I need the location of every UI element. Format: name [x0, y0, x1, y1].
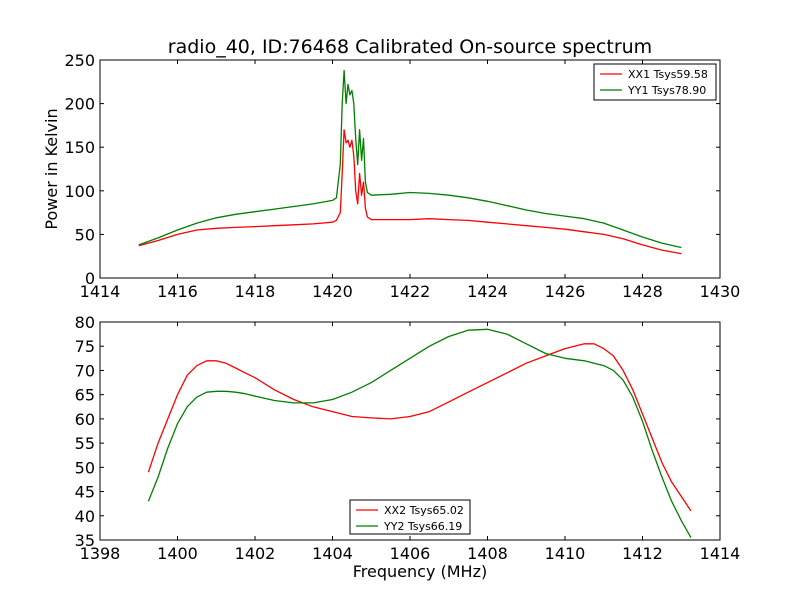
top-y-tick-label: 0 [85, 269, 95, 288]
bottom-x-tick-label: 1400 [157, 544, 198, 563]
top-y-axis-title: Power in Kelvin [42, 108, 61, 229]
top-legend-box [593, 63, 717, 101]
top-y-tick-label: 150 [64, 138, 95, 157]
figure-title: radio_40, ID:76468 Calibrated On-source … [168, 36, 652, 58]
top-x-tick-label: 1426 [545, 282, 586, 301]
bottom-series-line-1 [147, 343, 692, 512]
top-legend-label-2: YY1 Tsys78.90 [627, 84, 706, 97]
bottom-x-tick-label: 1410 [545, 544, 586, 563]
bottom-x-tick-label: 1408 [467, 544, 508, 563]
bottom-x-tick-label: 1412 [622, 544, 663, 563]
top-legend-label-1: XX1 Tsys59.58 [628, 68, 708, 81]
bottom-y-tick-label: 55 [75, 434, 95, 453]
bottom-y-tick-label: 40 [75, 507, 95, 526]
top-series-line-2 [138, 69, 682, 249]
top-y-tick-label: 50 [75, 225, 95, 244]
top-x-tick-label: 1420 [312, 282, 353, 301]
bottom-series-line-2 [147, 328, 692, 538]
bottom-x-tick-label: 1404 [312, 544, 353, 563]
top-y-tick-label: 100 [64, 182, 95, 201]
bottom-y-tick-label: 45 [75, 483, 95, 502]
top-y-tick-label: 200 [64, 95, 95, 114]
bottom-legend-label-1: XX2 Tsys65.02 [384, 504, 464, 517]
top-y-tick-label: 250 [64, 51, 95, 70]
top-x-tick-label: 1430 [700, 282, 741, 301]
bottom-x-tick-label: 1406 [390, 544, 431, 563]
bottom-legend-label-2: YY2 Tsys66.19 [383, 520, 462, 533]
bottom-y-tick-label: 60 [75, 410, 95, 429]
top-x-tick-label: 1414 [80, 282, 121, 301]
top-x-tick-label: 1424 [467, 282, 508, 301]
bottom-x-tick-label: 1402 [235, 544, 276, 563]
bottom-y-tick-label: 80 [75, 313, 95, 332]
top-x-tick-label: 1428 [622, 282, 663, 301]
bottom-x-tick-label: 1414 [700, 544, 741, 563]
top-x-tick-label: 1422 [390, 282, 431, 301]
top-x-tick-label: 1418 [235, 282, 276, 301]
bottom-x-axis-title: Frequency (MHz) [353, 562, 487, 581]
bottom-y-tick-label: 50 [75, 458, 95, 477]
bottom-x-tick-label: 1398 [80, 544, 121, 563]
top-spectrum-plot: 1414 1416 1418 1420 1422 1424 1426 1428 1430 0 50 1… [42, 51, 740, 301]
top-legend: XX1 Tsys59.58 YY1 Tsys78.90 [593, 63, 717, 101]
bottom-legend: XX2 Tsys65.02 YY2 Tsys66.19 [349, 499, 471, 535]
bottom-y-tick-label: 65 [75, 386, 95, 405]
bottom-y-tick-label: 70 [75, 361, 95, 380]
bottom-y-tick-label: 75 [75, 337, 95, 356]
bottom-legend-box [349, 499, 471, 535]
top-x-tick-label: 1416 [157, 282, 198, 301]
top-series-line-1 [138, 129, 682, 255]
bottom-spectrum-plot: 1398 1400 1402 1404 1406 1408 1410 1412 1414 35 40… [75, 313, 741, 581]
bottom-y-tick-label: 35 [75, 531, 95, 550]
